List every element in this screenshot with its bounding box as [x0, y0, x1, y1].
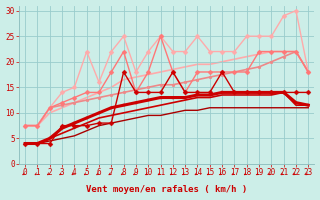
X-axis label: Vent moyen/en rafales ( km/h ): Vent moyen/en rafales ( km/h )	[86, 185, 247, 194]
